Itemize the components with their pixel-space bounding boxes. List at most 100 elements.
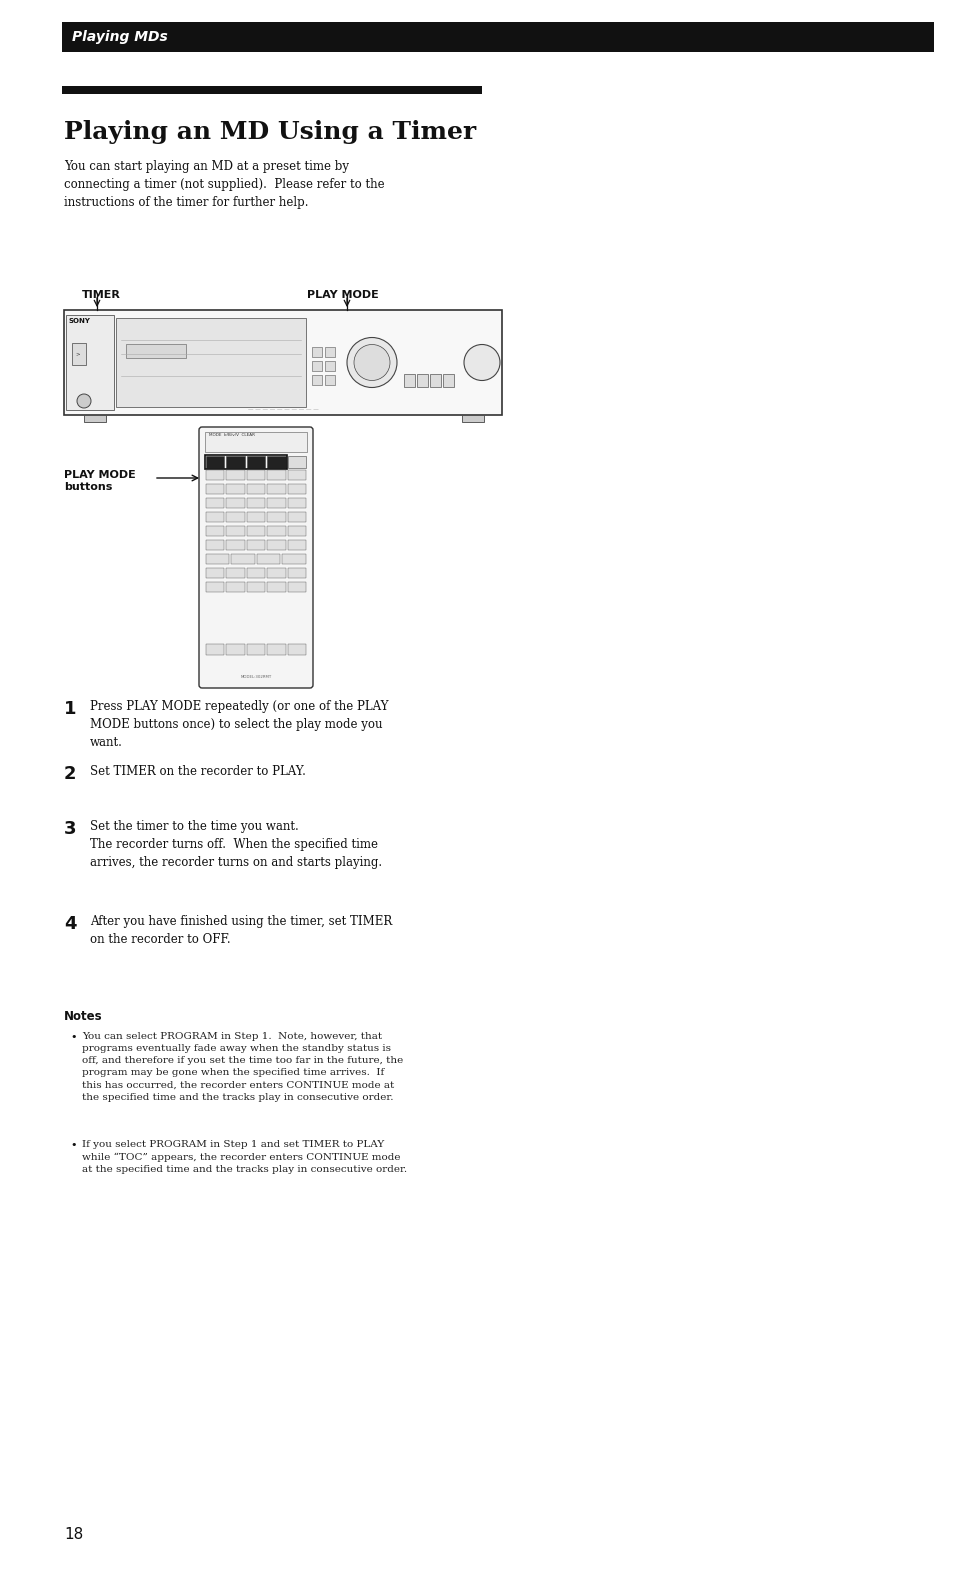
Bar (226, 527, 245, 536)
Bar (287, 645, 306, 656)
Circle shape (77, 395, 91, 409)
Bar (206, 484, 224, 494)
Bar (71, 343, 86, 365)
Bar (287, 512, 306, 522)
Bar (62, 22, 933, 52)
Bar (226, 567, 245, 578)
Text: PLAY MODE
buttons: PLAY MODE buttons (64, 470, 135, 492)
Text: 2: 2 (64, 766, 76, 783)
Bar (312, 347, 322, 357)
Circle shape (347, 338, 396, 388)
Bar (287, 498, 306, 508)
Bar (126, 344, 186, 358)
Text: TIMER: TIMER (82, 289, 121, 300)
Text: PLAY MODE: PLAY MODE (307, 289, 378, 300)
Bar (267, 456, 285, 468)
Bar (64, 310, 501, 415)
Bar (206, 553, 230, 564)
Bar (267, 567, 285, 578)
Bar (66, 314, 113, 410)
Bar (325, 376, 335, 385)
Bar (206, 470, 224, 479)
Bar (206, 645, 224, 656)
Text: After you have finished using the timer, set TIMER
on the recorder to OFF.: After you have finished using the timer,… (90, 915, 392, 946)
Text: •: • (70, 1031, 76, 1042)
Bar (442, 374, 454, 387)
Bar (416, 374, 428, 387)
Bar (267, 645, 285, 656)
Bar (206, 512, 224, 522)
Text: — — — — — — — — — —: — — — — — — — — — — (248, 407, 318, 412)
Bar (282, 553, 306, 564)
Bar (267, 541, 285, 550)
Bar (312, 362, 322, 371)
Bar (247, 567, 265, 578)
Bar (206, 567, 224, 578)
Bar (267, 582, 285, 593)
Text: Playing an MD Using a Timer: Playing an MD Using a Timer (64, 119, 476, 145)
Bar (267, 498, 285, 508)
Bar (256, 553, 280, 564)
Bar (226, 484, 245, 494)
Bar (287, 567, 306, 578)
Bar (247, 582, 265, 593)
Bar (226, 512, 245, 522)
Circle shape (354, 344, 390, 380)
Bar (247, 541, 265, 550)
Text: 18: 18 (64, 1526, 83, 1542)
Text: >: > (75, 352, 79, 357)
Text: You can start playing an MD at a preset time by
connecting a timer (not supplied: You can start playing an MD at a preset … (64, 160, 384, 209)
Bar (206, 456, 224, 468)
Bar (287, 541, 306, 550)
Bar (84, 415, 106, 421)
Text: MODEL:302RMT: MODEL:302RMT (240, 674, 272, 679)
Bar (226, 582, 245, 593)
Bar (226, 498, 245, 508)
Text: 3: 3 (64, 821, 76, 838)
Bar (325, 347, 335, 357)
Bar (205, 432, 307, 453)
Bar (287, 456, 306, 468)
Circle shape (463, 344, 499, 380)
Bar (267, 470, 285, 479)
Text: MODE  b/B/v/V  CLEAR: MODE b/B/v/V CLEAR (209, 432, 254, 437)
FancyBboxPatch shape (199, 428, 313, 689)
Text: 1: 1 (64, 700, 76, 718)
Bar (247, 527, 265, 536)
Bar (403, 374, 415, 387)
Bar (205, 454, 286, 468)
Bar (287, 470, 306, 479)
Bar (116, 318, 306, 407)
Bar (226, 541, 245, 550)
Text: Set the timer to the time you want.
The recorder turns off.  When the specified : Set the timer to the time you want. The … (90, 821, 382, 869)
Text: If you select PROGRAM in Step 1 and set TIMER to PLAY
while “TOC” appears, the r: If you select PROGRAM in Step 1 and set … (82, 1140, 407, 1174)
Bar (312, 376, 322, 385)
Bar (247, 512, 265, 522)
Text: Playing MDs: Playing MDs (71, 30, 168, 44)
Bar (206, 582, 224, 593)
Bar (206, 527, 224, 536)
Bar (325, 362, 335, 371)
Text: •: • (70, 1140, 76, 1151)
Bar (287, 484, 306, 494)
Text: Set TIMER on the recorder to PLAY.: Set TIMER on the recorder to PLAY. (90, 766, 306, 778)
Text: Press PLAY MODE repeatedly (or one of the PLAY
MODE buttons once) to select the : Press PLAY MODE repeatedly (or one of th… (90, 700, 388, 748)
Bar (232, 553, 254, 564)
Bar (287, 582, 306, 593)
Bar (206, 498, 224, 508)
Bar (247, 470, 265, 479)
Bar (267, 527, 285, 536)
Bar (430, 374, 440, 387)
Bar (267, 484, 285, 494)
Bar (247, 645, 265, 656)
Text: SONY: SONY (69, 318, 91, 324)
Bar (226, 470, 245, 479)
Bar (287, 527, 306, 536)
Text: 4: 4 (64, 915, 76, 934)
Text: Notes: Notes (64, 1009, 103, 1023)
Bar (206, 541, 224, 550)
Bar (247, 456, 265, 468)
Bar (226, 645, 245, 656)
Bar (461, 415, 483, 421)
Bar (62, 86, 481, 94)
